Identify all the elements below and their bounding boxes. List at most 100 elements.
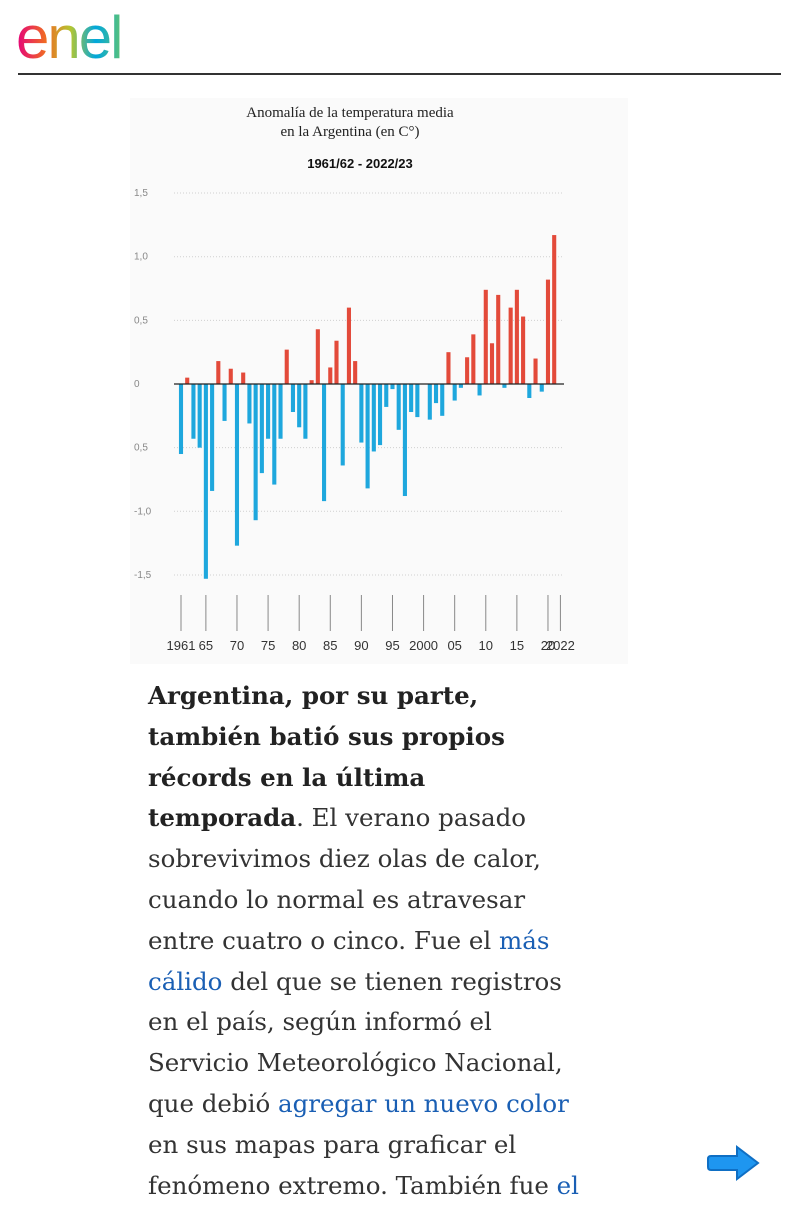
x-tick-label: 90 [354,638,368,653]
chart-title-line2: en la Argentina (en C°) [280,124,420,140]
bar-2009 [477,384,482,396]
x-tick-label: 2022 [546,638,575,653]
bar-1964 [197,384,202,448]
link-el[interactable]: el [556,1170,579,1200]
bar-2006 [458,384,463,388]
x-tick-label: 2000 [409,638,438,653]
bar-2014 [508,307,513,384]
bar-2018 [533,358,538,384]
x-tick-label: 65 [199,638,213,653]
y-tick-label: -1,0 [134,506,152,517]
link-agregar-color[interactable]: agregar un nuevo color [278,1088,569,1118]
y-tick-label: 0 [134,379,140,390]
bar-1973 [253,384,258,521]
x-tick-label: 10 [479,638,493,653]
bar-2010 [483,289,488,384]
bar-1977 [278,384,283,439]
bar-1974 [259,384,264,474]
x-tick-label: 95 [385,638,399,653]
chart-title-line1: Anomalía de la temperatura media [246,105,454,121]
bar-2020 [545,279,551,384]
article-text-2: del que se tienen registros en el país, … [148,966,563,1118]
next-arrow-button[interactable] [707,1144,761,1186]
bar-1985 [328,367,333,384]
bar-1969 [228,368,233,384]
bar-1970 [234,384,240,546]
x-tick-label: 20 [541,638,555,653]
bar-2015 [514,289,519,384]
y-tick-label: 0,5 [134,315,148,326]
y-tick-label: 0,5 [134,443,148,454]
y-tick-label: -1,5 [134,570,152,581]
bar-1975 [266,384,271,439]
temperature-anomaly-chart: 1,5 1,0 0,5 0 0,5 -1,0 -1,5 1961 65 70 75 80 85 90 95 2… [130,98,628,664]
bar-1968 [222,384,227,421]
bar-1996 [396,384,401,430]
bar-1997 [402,384,407,497]
article-paragraph: Argentina, por su parte, también batió s… [148,676,588,1206]
x-tick-label: 80 [292,638,306,653]
bar-1972 [247,384,252,424]
bar-1965 [203,384,208,579]
article-bold-lead: Argentina, por su parte, también batió s… [148,681,505,833]
article-text-3: en sus mapas para graficar el fenómeno e… [148,1129,557,1200]
bar-2021 [552,235,557,384]
bar-1990 [359,384,364,443]
bar-1987 [340,384,345,466]
right-arrow-icon [707,1144,760,1182]
bar-1998 [409,384,414,413]
bar-1993 [377,384,383,446]
bar-2019 [539,384,544,392]
article-body: Argentina, por su parte, también batió s… [148,676,588,1206]
bar-1995 [390,384,395,390]
bar-1962 [185,377,190,384]
x-tick-label: 85 [323,638,337,653]
bar-1976 [272,384,277,485]
x-tick-label: 1961 [167,638,196,653]
bar-1994 [384,384,389,407]
link-mas-calido[interactable]: más cálido [148,925,550,996]
bar-1979 [290,384,296,413]
y-tick-label: 1,0 [134,252,148,263]
chart-subtitle: 1961/62 - 2022/23 [307,156,413,171]
bar-1983 [315,329,320,384]
bar-1991 [365,384,370,489]
bar-2012 [496,294,501,384]
enel-logo[interactable]: enel [16,0,123,78]
bar-1963 [191,384,196,439]
bar-1982 [309,380,314,384]
bar-2016 [521,316,526,384]
bar-1971 [241,372,246,384]
bar-1989 [353,361,358,384]
x-tick-label: 05 [447,638,461,653]
bar-2013 [502,384,507,388]
bar-1988 [346,307,351,384]
x-tick-label: 75 [261,638,275,653]
bar-2001 [427,384,432,420]
y-tick-label: 1,5 [134,188,148,199]
bar-2005 [452,384,457,401]
bar-1992 [371,384,376,452]
bar-1966 [210,384,215,491]
bar-1986 [334,340,339,384]
bar-1999 [415,384,420,418]
bar-2011 [489,343,495,384]
bar-2002 [433,384,439,404]
bar-1978 [284,349,289,384]
bar-2004 [446,352,451,384]
bar-1980 [297,384,302,428]
x-tick-label: 70 [230,638,244,653]
bar-1981 [303,384,308,439]
bar-2003 [440,384,445,416]
bar-2017 [527,384,532,399]
x-tick-label: 15 [510,638,524,653]
bar-1961 [178,384,184,455]
bar-2008 [471,334,476,384]
bar-1967 [216,361,221,384]
bar-2007 [465,357,470,384]
article-text-1: . El verano pasado sobrevivimos diez ola… [148,803,541,955]
site-header: enel [0,0,800,76]
chart-svg: 1,5 1,0 0,5 0 0,5 -1,0 -1,5 1961 65 70 75 80 85 90 95 2… [134,188,575,653]
header-divider [18,73,781,75]
bar-1984 [322,384,327,502]
